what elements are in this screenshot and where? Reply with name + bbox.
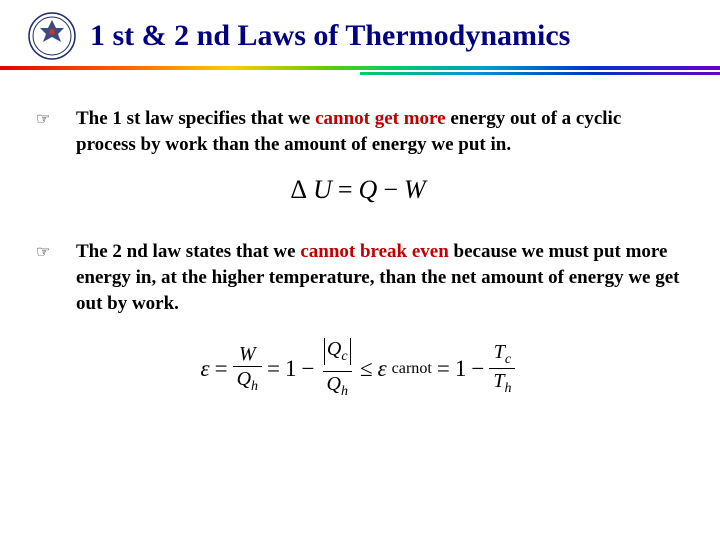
eq-sub-c: c (341, 349, 347, 364)
eq-Th: T (493, 370, 504, 392)
eq-minus: − (383, 175, 398, 205)
eq-equals: = (338, 175, 353, 205)
bullet-item: ☞ The 1 st law specifies that we cannot … (36, 106, 680, 157)
slide-content: ☞ The 1 st law specifies that we cannot … (0, 74, 720, 419)
eq-fraction: Qc Qh (320, 338, 355, 399)
eq-Qc: Q (327, 338, 341, 360)
equation-first-law: ΔU = Q − W (36, 175, 680, 205)
eq-sub-h: h (341, 384, 348, 399)
pointing-hand-icon: ☞ (36, 106, 54, 131)
text-prefix: The 2 nd law states that we (76, 241, 300, 262)
eq-epsilon: ε (201, 356, 210, 382)
eq-one: 1 (285, 356, 297, 382)
text-prefix: The 1 st law specifies that we (76, 108, 315, 129)
divider-bar-top (0, 66, 720, 70)
eq-Qh: Q (237, 368, 251, 390)
slide-header: 1 st & 2 nd Laws of Thermodynamics (0, 0, 720, 66)
eq-Qh: Q (327, 373, 341, 395)
eq-minus: − (471, 356, 484, 382)
eq-Q: Q (359, 175, 378, 205)
eq-W: W (239, 343, 256, 365)
eq-sub-h: h (251, 379, 258, 394)
eq-fraction: W Qh (233, 343, 262, 394)
eq-sub-c: c (505, 352, 511, 367)
eq-sub-carnot: carnot (392, 360, 432, 378)
bullet-text: The 1 st law specifies that we cannot ge… (76, 106, 680, 157)
eq-delta: Δ (290, 175, 307, 205)
eq-fraction: Tc Th (489, 341, 515, 397)
pointing-hand-icon: ☞ (36, 239, 54, 264)
text-highlight: cannot break even (300, 241, 448, 262)
eq-equals: = (215, 356, 228, 382)
eq-abs: Qc (324, 338, 351, 364)
eq-minus: − (302, 356, 315, 382)
eq-Tc: T (494, 341, 505, 363)
eq-U: U (313, 175, 332, 205)
university-logo (28, 12, 76, 60)
slide-title: 1 st & 2 nd Laws of Thermodynamics (90, 19, 570, 53)
bullet-text: The 2 nd law states that we cannot break… (76, 239, 680, 316)
equation-efficiency: ε = W Qh = 1 − Qc Qh ≤ εcarnot = 1 − Tc … (36, 338, 680, 399)
divider-bar-bottom (360, 72, 720, 75)
eq-epsilon: ε (378, 356, 387, 382)
text-highlight: cannot get more (315, 108, 446, 129)
eq-sub-h: h (504, 381, 511, 396)
eq-equals: = (437, 356, 450, 382)
eq-W: W (404, 175, 426, 205)
eq-equals: = (267, 356, 280, 382)
rainbow-divider (0, 66, 720, 74)
eq-le: ≤ (360, 356, 373, 382)
bullet-item: ☞ The 2 nd law states that we cannot bre… (36, 239, 680, 316)
eq-one: 1 (455, 356, 467, 382)
